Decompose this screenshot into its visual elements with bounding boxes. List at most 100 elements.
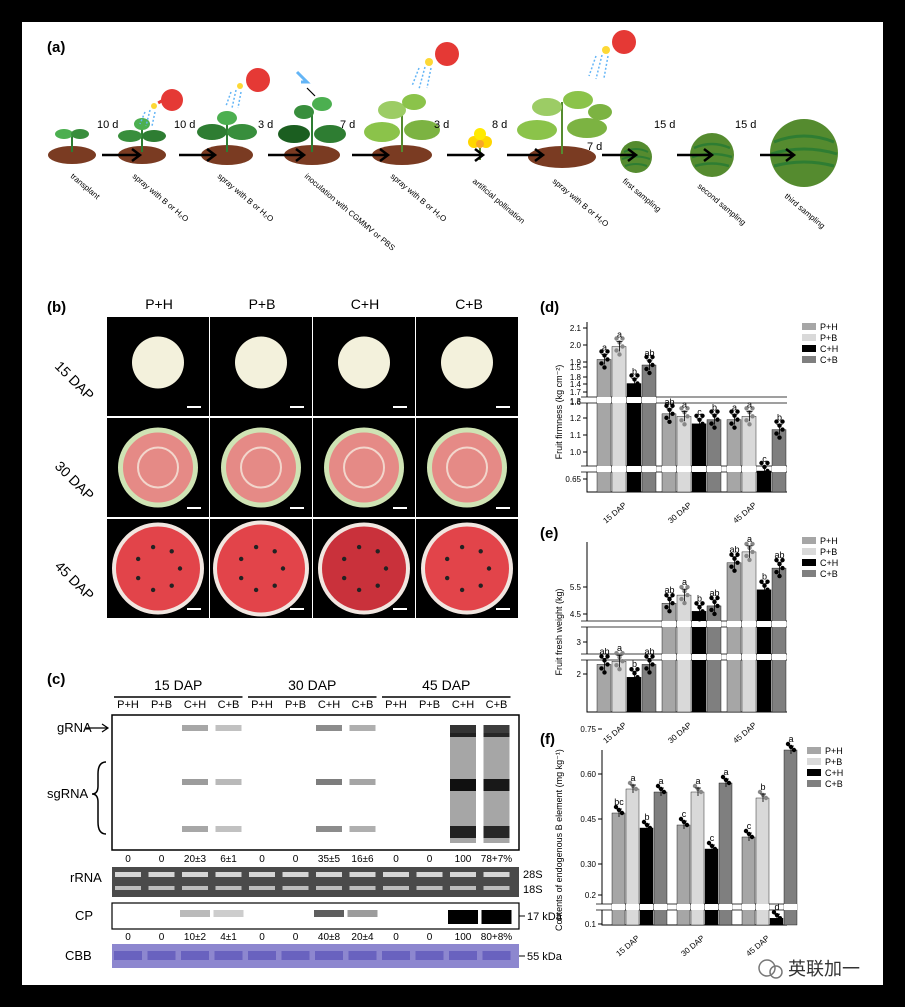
- fruit-flesh: [329, 432, 399, 503]
- y-tick-label: 0.60: [580, 770, 596, 779]
- data-point: [650, 662, 655, 667]
- plant-2-icon: [197, 111, 257, 165]
- y-tick-label: 0.30: [580, 860, 596, 869]
- significance-letter: c: [682, 809, 687, 819]
- bar-break: [784, 904, 797, 910]
- fruit-seed: [272, 549, 277, 554]
- fruit-seed: [486, 566, 492, 571]
- error-bar: [681, 820, 687, 829]
- rna-value: 0: [393, 854, 399, 865]
- x-tick-label: 45 DAP: [744, 934, 771, 959]
- fruit-seed: [356, 587, 362, 593]
- data-point: [759, 472, 764, 478]
- bar: [769, 918, 784, 926]
- lane-label: C+B: [352, 699, 374, 711]
- x-tick-label: 15 DAP: [601, 501, 628, 526]
- bar: [611, 661, 627, 713]
- sgrna-bracket: [91, 761, 107, 835]
- lane-label: P+H: [117, 699, 139, 711]
- data-point: [629, 667, 634, 672]
- significance-letter: b: [644, 812, 649, 822]
- data-point: [655, 783, 661, 789]
- error-bar: [630, 784, 636, 793]
- error-bar: [644, 823, 650, 832]
- rna-band: [483, 779, 510, 791]
- data-point: [679, 418, 684, 423]
- data-point: [747, 422, 752, 427]
- data-point: [715, 417, 720, 422]
- legend-swatch: [802, 548, 816, 555]
- bar-break: [742, 621, 756, 627]
- bar-break: [692, 654, 706, 660]
- data-point: [698, 789, 704, 795]
- data-point: [664, 415, 669, 421]
- bar-break: [677, 621, 691, 627]
- rrna-band-28s: [249, 872, 275, 877]
- cp-value: 0: [125, 932, 131, 943]
- bar-break: [691, 904, 704, 910]
- rrna-band-18s: [383, 886, 409, 890]
- data-point: [667, 419, 672, 425]
- bar: [706, 419, 722, 493]
- data-point: [780, 427, 785, 432]
- y-axis-label: Fruit firmness (kg cm⁻²): [554, 365, 564, 460]
- cbb-band: [482, 951, 511, 960]
- bar-break: [677, 466, 691, 472]
- chart-f: (f)Contents of endogenous B element (mg …: [540, 725, 843, 958]
- y-tick-label: 1.0: [570, 448, 582, 457]
- data-point: [765, 579, 770, 584]
- scale-bar: [393, 406, 407, 408]
- data-point: [644, 666, 649, 671]
- data-point: [667, 609, 672, 614]
- step-label: spray with B or H₂O: [551, 177, 611, 229]
- x-tick-label: 45 DAP: [731, 721, 758, 746]
- y-tick-label: 1.8: [570, 373, 582, 382]
- data-point: [785, 741, 791, 747]
- bar-break: [692, 466, 706, 472]
- data-point: [613, 804, 619, 810]
- cp-value: 0: [159, 932, 165, 943]
- rna-band: [483, 826, 510, 838]
- fruit-seed: [375, 583, 380, 588]
- data-point: [777, 573, 782, 579]
- sgrna-label: sgRNA: [47, 786, 89, 801]
- northern-blot-bands: [182, 725, 510, 843]
- cbb-bands: [114, 951, 511, 960]
- bar-break: [654, 904, 667, 910]
- error-bar: [776, 424, 783, 435]
- cp-value: 0: [427, 932, 433, 943]
- error-bar: [774, 913, 780, 923]
- watering-can-2-icon: [225, 68, 270, 109]
- data-point: [715, 603, 720, 609]
- bar: [726, 562, 742, 713]
- data-point: [679, 596, 684, 602]
- lane-label: C+H: [318, 699, 340, 711]
- legend-swatch: [802, 334, 816, 341]
- bar-break: [677, 654, 691, 660]
- data-point: [614, 348, 619, 353]
- scale-bar: [290, 608, 304, 610]
- y-tick-label: 3: [577, 638, 582, 647]
- lane-label: C+B: [486, 699, 508, 711]
- data-point: [750, 406, 755, 411]
- plant-3-icon: [278, 70, 346, 165]
- data-point: [749, 834, 755, 840]
- legend-entry: P+H: [820, 536, 838, 546]
- rrna-band-28s: [483, 872, 510, 877]
- error-bar: [631, 378, 638, 389]
- error-bar: [711, 414, 718, 425]
- y-tick-label: 0.65: [565, 475, 581, 484]
- bar: [596, 664, 612, 713]
- watering-can-3-icon: [411, 42, 459, 90]
- step-label: spray with B or H₂O: [216, 172, 276, 224]
- interval-labels: 10 d 10 d 3 d 7 d 3 d 8 d 7 d 15 d 15 d: [97, 119, 756, 153]
- bar-break: [662, 621, 676, 627]
- fruit-flesh: [123, 432, 193, 503]
- data-point: [765, 468, 770, 474]
- lane-label: P+H: [385, 699, 407, 711]
- data-point: [620, 336, 625, 341]
- y-tick-label: 0.1: [585, 920, 597, 929]
- significance-letter: ab: [709, 588, 719, 598]
- lane-label: P+B: [419, 699, 440, 711]
- fruit-seed: [341, 556, 347, 562]
